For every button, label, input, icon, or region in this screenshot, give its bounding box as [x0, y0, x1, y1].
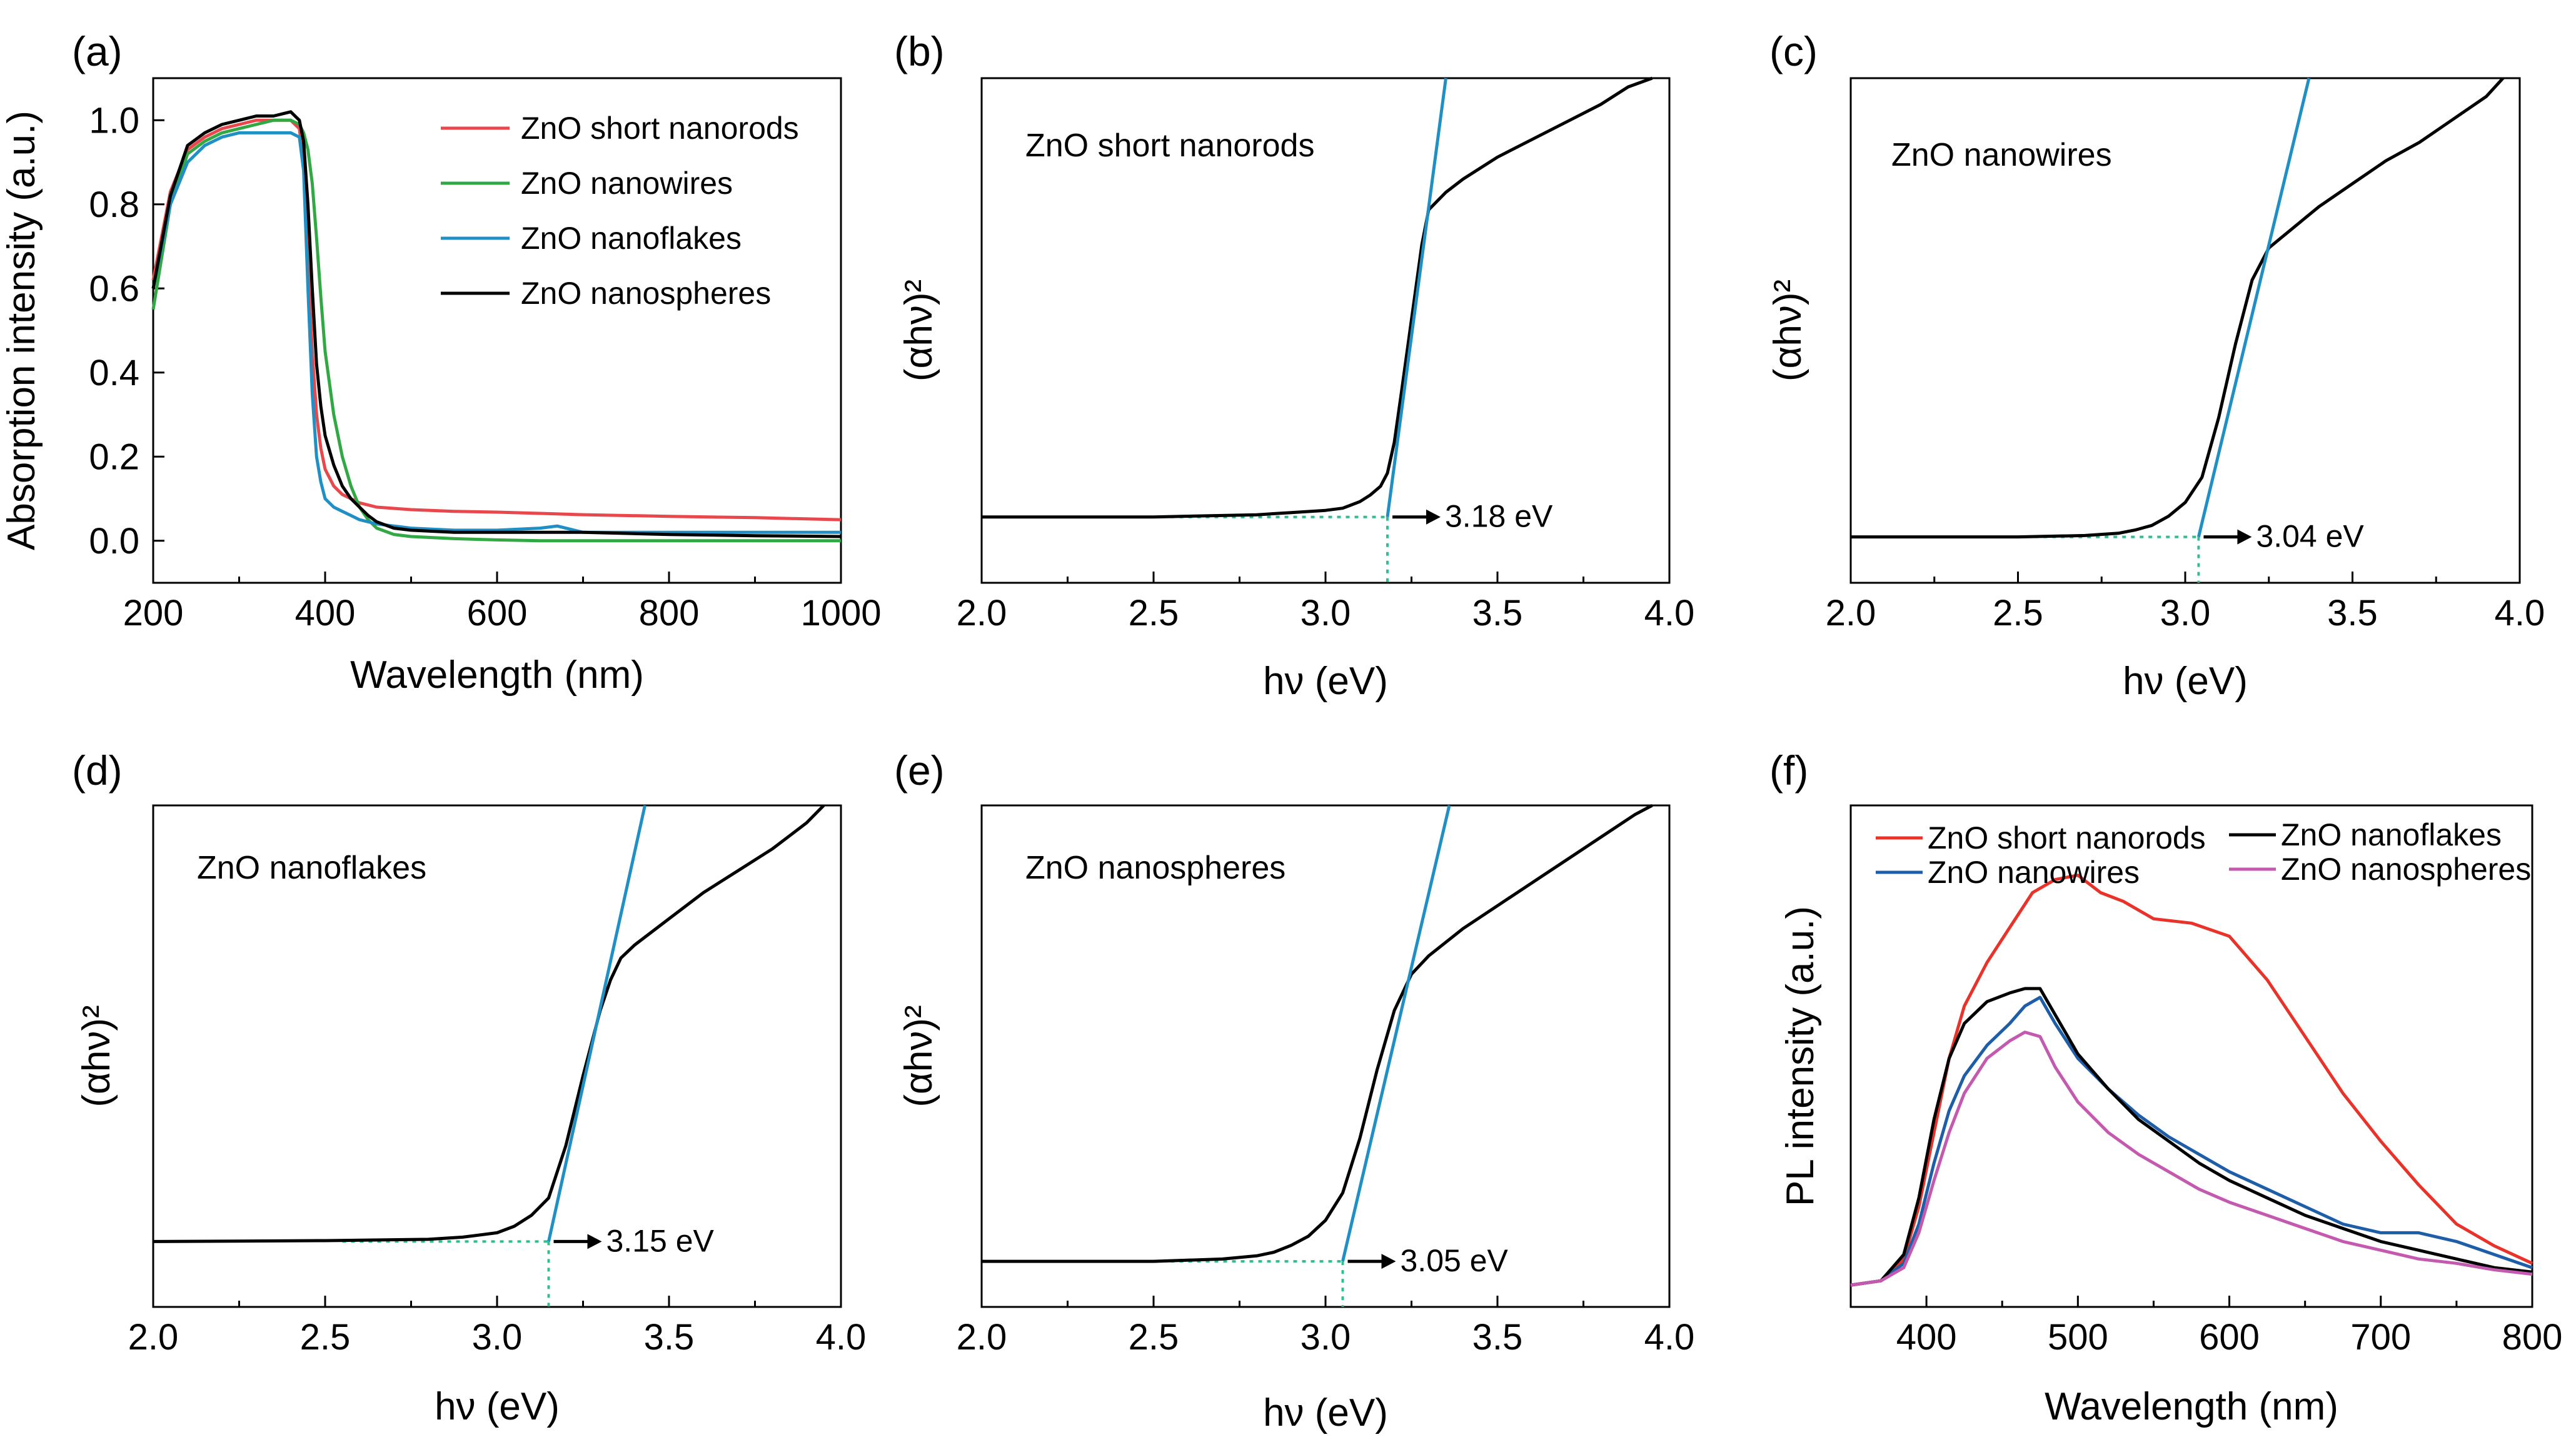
y-tick-label: 0.0	[89, 521, 139, 562]
x-tick-label: 400	[295, 593, 356, 633]
y-tick-label: 0.8	[89, 184, 139, 225]
x-tick-label: 3.5	[2327, 593, 2378, 633]
sample-label: ZnO nanowires	[1891, 137, 2112, 173]
linear-fit-line	[1386, 78, 1447, 518]
x-axis-title: Wavelength (nm)	[2045, 1385, 2338, 1428]
x-tick-label: 3.0	[1301, 1317, 1351, 1358]
series-line-a-2	[151, 131, 841, 534]
series-line-f-3	[1850, 1031, 2533, 1287]
x-axis-title: hν (eV)	[2123, 660, 2248, 703]
legend-label: ZnO nanowires	[521, 166, 733, 201]
x-tick-label: 200	[123, 593, 184, 633]
x-tick-label: 600	[2199, 1317, 2260, 1358]
x-tick-label: 2.0	[957, 593, 1007, 633]
sample-label: ZnO nanoflakes	[197, 850, 426, 886]
legend-label: ZnO short nanorods	[1928, 820, 2206, 855]
x-axis-title: Wavelength (nm)	[350, 653, 644, 697]
x-tick-label: 1000	[800, 593, 881, 633]
y-tick-label: 1.0	[89, 100, 139, 141]
y-axis-title: (αhν)²	[75, 1005, 118, 1107]
panel-d: 2.0 2.5 3.0 3.5 4.0 hν (eV) (αhν)² (d) 3.15 eV Zn…	[72, 747, 866, 1428]
x-tick-label: 3.0	[2160, 593, 2211, 633]
x-tick-label: 2.0	[957, 1317, 1007, 1358]
x-tick-label: 800	[639, 593, 700, 633]
x-tick-label: 2.5	[1129, 1317, 1179, 1358]
panel-letter: (b)	[894, 28, 945, 74]
y-axis-title: Absorption intensity (a.u.)	[0, 111, 43, 550]
series-line-b-0	[982, 76, 1653, 519]
panel-letter: (c)	[1769, 28, 1818, 74]
legend-label: ZnO short nanorods	[521, 111, 799, 146]
legend-label: ZnO nanoflakes	[2281, 817, 2502, 852]
x-tick-label: 600	[467, 593, 528, 633]
x-tick-label: 3.5	[1472, 1317, 1523, 1358]
band-gap-arrowhead	[587, 1234, 602, 1249]
panel-letter: (a)	[72, 28, 123, 74]
plot-frame	[152, 77, 842, 584]
x-tick-label: 400	[1896, 1317, 1957, 1358]
legend-label: ZnO nanowires	[1928, 855, 2140, 890]
band-gap-arrowhead	[1381, 1254, 1396, 1269]
series-line-a-3	[151, 110, 842, 538]
x-tick-label: 3.0	[1301, 593, 1351, 633]
x-tick-label: 3.5	[1472, 593, 1523, 633]
series-line-f-2	[1850, 987, 2533, 1287]
panel-letter: (e)	[894, 747, 945, 794]
x-tick-label: 4.0	[1644, 1317, 1695, 1358]
series-line-e-0	[982, 804, 1653, 1263]
x-tick-label: 4.0	[816, 1317, 867, 1358]
legend-label: ZnO nanospheres	[2281, 852, 2531, 887]
sample-label: ZnO short nanorods	[1025, 128, 1314, 164]
panel-letter: (f)	[1769, 747, 1808, 794]
x-tick-label: 700	[2350, 1317, 2411, 1358]
band-gap-label: 3.18 eV	[1445, 499, 1553, 534]
series-line-c-0	[1851, 77, 2505, 539]
x-tick-label: 2.5	[300, 1317, 351, 1358]
series-line-a-0	[151, 118, 842, 522]
y-tick-label: 0.4	[89, 353, 139, 393]
x-axis-title: hν (eV)	[1263, 1391, 1388, 1434]
panel-e: 2.0 2.5 3.0 3.5 4.0 hν (eV) (αhν)² (e) 3.05 eV Zn…	[894, 747, 1694, 1434]
x-tick-label: 500	[2048, 1317, 2108, 1358]
panel-a: 200 400 600 800 1000 0.0 0.2 0.4 0.6 0.8 1.0 Wavele…	[0, 28, 882, 697]
linear-fit-line	[2196, 78, 2311, 538]
x-tick-label: 2.0	[1826, 593, 1876, 633]
plot-frame	[1849, 804, 2533, 1308]
legend-label: ZnO nanospheres	[521, 276, 771, 311]
x-tick-label: 3.5	[644, 1317, 695, 1358]
y-axis-title: (αhν)²	[897, 1005, 940, 1107]
y-axis-title: PL intensity (a.u.)	[1779, 906, 1822, 1206]
x-tick-label: 4.0	[2495, 593, 2545, 633]
x-tick-label: 2.5	[1993, 593, 2043, 633]
panel-letter: (d)	[72, 747, 123, 794]
sample-label: ZnO nanospheres	[1025, 850, 1285, 886]
y-axis-title: (αhν)²	[1766, 280, 1809, 381]
panel-b: 2.0 2.5 3.0 3.5 4.0 hν (eV) (αhν)² (b) 3.18 eV Zn…	[894, 28, 1694, 703]
band-gap-arrowhead	[2237, 529, 2252, 545]
series-line-f-0	[1850, 874, 2533, 1287]
band-gap-label: 3.15 eV	[606, 1223, 715, 1258]
band-gap-label: 3.04 eV	[2256, 519, 2364, 554]
x-tick-label: 2.5	[1129, 593, 1179, 633]
y-axis-title: (αhν)²	[897, 280, 940, 381]
y-tick-label: 0.2	[89, 436, 139, 477]
x-tick-label: 3.0	[472, 1317, 523, 1358]
panel-c: 2.0 2.5 3.0 3.5 4.0 hν (eV) (αhν)² (c) 3.04 eV Zn…	[1766, 28, 2545, 703]
band-gap-arrowhead	[1426, 509, 1441, 525]
x-tick-label: 2.0	[128, 1317, 179, 1358]
panel-f: 400 500 600 700 800 Wavelength (nm) PL intensi…	[1769, 747, 2562, 1428]
legend-label: ZnO nanoflakes	[521, 221, 742, 256]
x-axis-title: hν (eV)	[1263, 660, 1388, 703]
series-line-a-1	[151, 118, 841, 543]
linear-fit-line	[547, 805, 647, 1242]
linear-fit-line	[1341, 805, 1451, 1262]
x-axis-title: hν (eV)	[435, 1385, 560, 1428]
band-gap-label: 3.05 eV	[1401, 1243, 1509, 1278]
x-tick-label: 4.0	[1644, 593, 1695, 633]
y-tick-label: 0.6	[89, 268, 139, 309]
x-tick-label: 800	[2502, 1317, 2563, 1358]
